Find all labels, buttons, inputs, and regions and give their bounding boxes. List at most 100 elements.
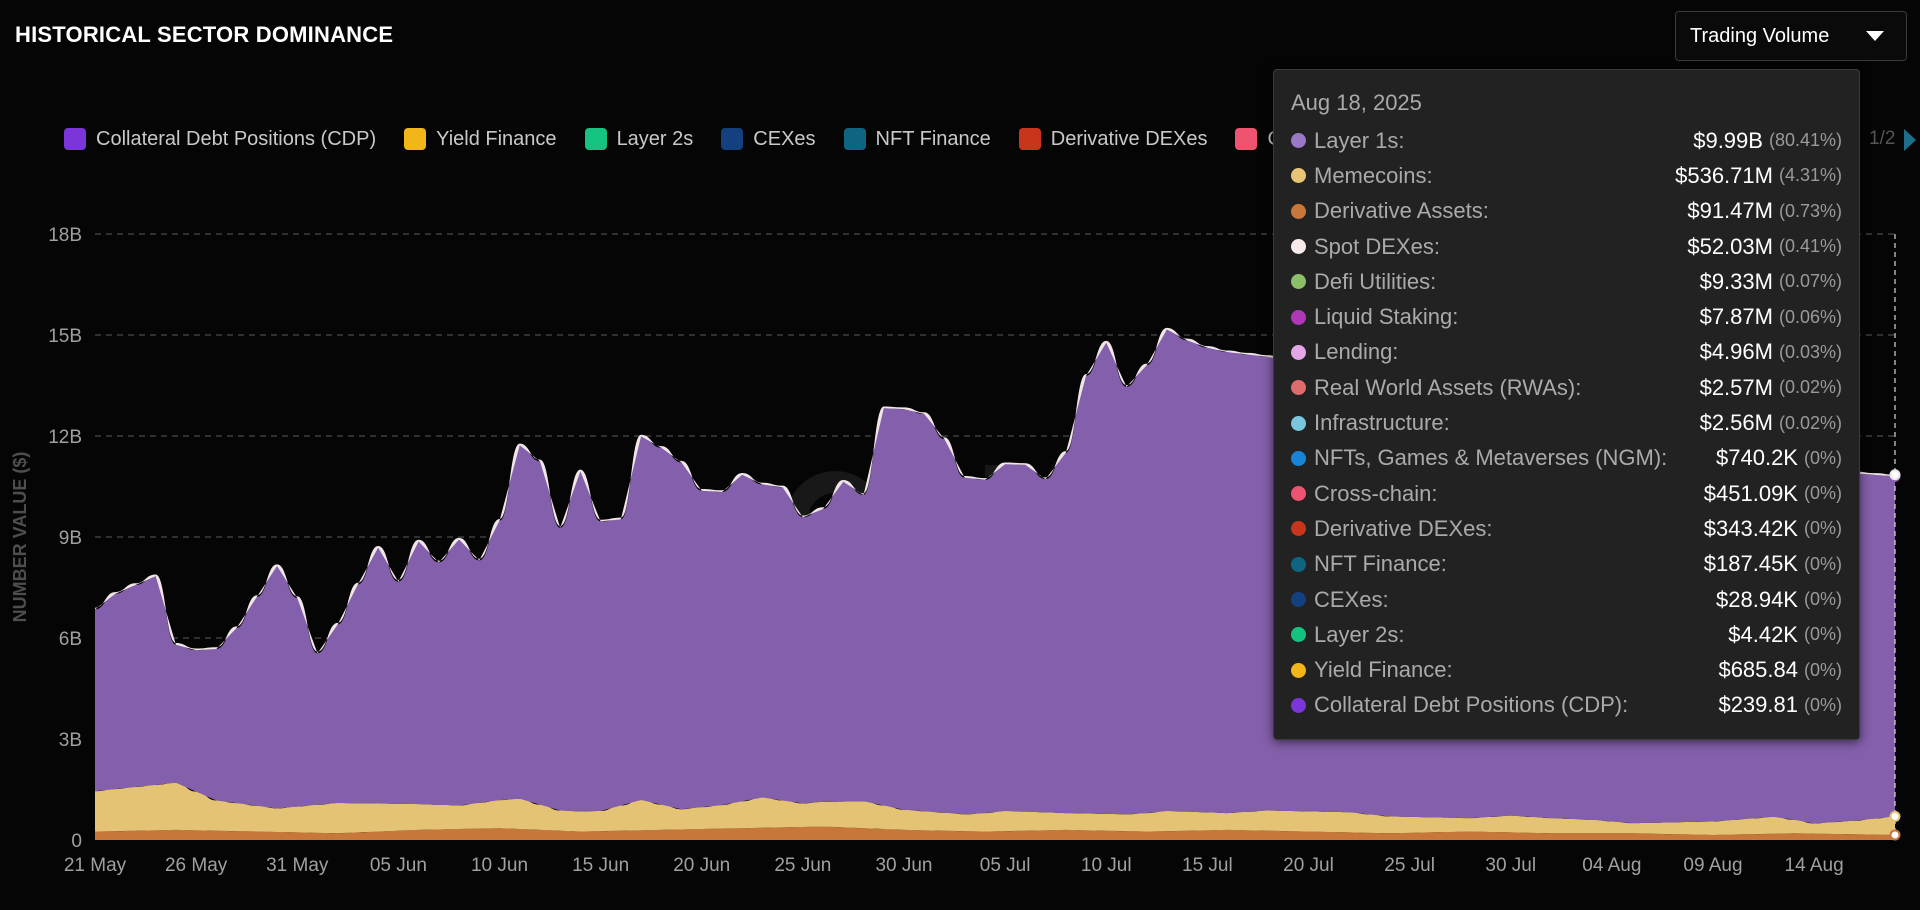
legend-swatch [64,128,86,150]
tooltip-series-value: $239.81 [1718,692,1798,718]
legend-label: Collateral Debt Positions (CDP) [96,127,377,150]
tooltip-row: Layer 2s: $4.42K (0%) [1291,617,1842,652]
tooltip-series-name: Layer 1s: [1314,127,1405,153]
tooltip-series-percent: (0.02%) [1778,412,1842,433]
area-memecoins [95,782,1895,835]
x-tick-label: 30 Jun [875,855,932,876]
tooltip-row: Defi Utilities: $9.33M (0.07%) [1291,264,1842,299]
tooltip-series-value: $740.2K [1716,445,1798,471]
y-tick-label: 0 [71,831,82,852]
tooltip-series-name: Liquid Staking: [1314,304,1459,330]
tooltip-row: Infrastructure: $2.56M (0.02%) [1291,405,1842,440]
tooltip-series-name: Yield Finance: [1314,657,1453,683]
tooltip-series-percent: (0.41%) [1778,236,1842,257]
legend-item-nft-finance[interactable]: NFT Finance [843,128,991,151]
series-dot-icon [1291,203,1306,219]
tooltip-series-name: Real World Assets (RWAs): [1314,374,1582,400]
tooltip-row: Derivative Assets: $91.47M (0.73%) [1291,194,1842,229]
x-tick-label: 20 Jul [1283,855,1334,876]
tooltip-series-percent: (0%) [1803,553,1842,574]
legend-page-indicator: 1/2 [1869,128,1896,149]
series-dot-icon [1291,450,1306,466]
x-tick-label: 31 May [266,855,329,876]
y-tick-label: 6B [59,629,82,650]
legend-label: Layer 2s [616,127,694,150]
tooltip-row: Real World Assets (RWAs): $2.57M (0.02%) [1291,370,1842,405]
tooltip-series-percent: (0.06%) [1778,306,1842,327]
legend-swatch [1018,128,1041,150]
y-tick-label: 3B [59,730,82,751]
hover-point [1889,829,1901,841]
legend-next-page-icon[interactable] [1904,129,1916,151]
x-tick-label: 26 May [165,855,228,876]
tooltip-series-value: $52.03M [1687,233,1773,259]
series-dot-icon [1291,592,1306,607]
legend-swatch [584,128,607,150]
tooltip-series-percent: (0%) [1803,624,1842,645]
series-dot-icon [1291,697,1306,713]
tooltip-rows: Layer 1s: $9.99B (80.41%) Memecoins: $536.71… [1291,123,1842,723]
tooltip-series-percent: (4.31%) [1778,165,1842,186]
tooltip-row: CEXes: $28.94K (0%) [1291,582,1842,617]
x-tick-label: 14 Aug [1785,855,1844,876]
x-tick-label: 21 May [64,855,127,876]
series-dot-icon [1291,344,1306,360]
series-dot-icon [1291,415,1306,431]
tooltip-series-name: Infrastructure: [1314,410,1450,436]
legend-item-layer-2s[interactable]: Layer 2s [584,127,694,151]
legend-swatch [404,128,427,150]
legend-item-derivative-dexes[interactable]: Derivative DEXes [1018,128,1207,151]
metric-select-value: Trading Volume [1690,24,1830,47]
tooltip-row: Derivative DEXes: $343.42K (0%) [1291,511,1842,546]
legend-swatch [843,128,866,150]
series-dot-icon [1291,521,1306,537]
x-tick-label: 25 Jul [1384,855,1435,876]
y-tick-label: 12B [48,427,82,448]
legend-label: CEXes [753,127,816,150]
tooltip-series-percent: (0.02%) [1778,377,1842,398]
tooltip-row: Yield Finance: $685.84 (0%) [1291,652,1842,687]
tooltip-series-name: NFT Finance: [1314,551,1447,577]
tooltip-row: Layer 1s: $9.99B (80.41%) [1291,123,1842,158]
series-dot-icon [1291,486,1306,502]
chevron-down-icon [1866,31,1884,41]
y-tick-label: 15B [48,326,82,347]
tooltip-series-value: $9.33M [1699,268,1773,294]
tooltip-series-percent: (0%) [1803,518,1842,539]
tooltip-series-percent: (0%) [1803,659,1842,680]
tooltip-series-value: $343.42K [1703,515,1798,541]
metric-select[interactable]: Trading Volume [1675,11,1907,61]
x-tick-label: 04 Aug [1582,855,1641,876]
x-tick-label: 15 Jun [572,855,629,876]
page-title: HISTORICAL SECTOR DOMINANCE [15,22,394,47]
series-dot-icon [1291,274,1306,290]
x-tick-label: 05 Jul [980,855,1031,876]
tooltip-series-percent: (0.03%) [1778,341,1842,362]
tooltip-series-value: $187.45K [1703,551,1798,577]
tooltip-row: Memecoins: $536.71M (4.31%) [1291,158,1842,193]
x-tick-label: 10 Jun [471,855,528,876]
tooltip-series-percent: (0%) [1803,447,1842,468]
tooltip-series-name: Collateral Debt Positions (CDP): [1314,692,1629,718]
legend-item-cdp[interactable]: Collateral Debt Positions (CDP) [64,128,376,151]
x-tick-label: 30 Jul [1485,855,1536,876]
tooltip-series-value: $28.94K [1716,586,1798,612]
tooltip-series-value: $536.71M [1675,162,1773,188]
tooltip-series-value: $2.57M [1699,374,1773,400]
tooltip-series-percent: (0%) [1803,483,1842,504]
legend-item-yield-finance[interactable]: Yield Finance [404,128,557,151]
tooltip-series-percent: (0.07%) [1778,271,1842,292]
tooltip-series-name: CEXes: [1314,586,1389,612]
series-dot-icon [1291,309,1306,325]
x-tick-label: 25 Jun [774,855,831,876]
tooltip-series-name: Spot DEXes: [1314,233,1440,259]
tooltip-series-percent: (0%) [1803,694,1842,715]
x-tick-label: 10 Jul [1081,855,1132,876]
tooltip-row: Spot DEXes: $52.03M (0.41%) [1291,229,1842,264]
tooltip-series-name: Memecoins: [1314,162,1433,188]
legend-item-cexes[interactable]: CEXes [721,127,816,151]
tooltip-series-percent: (80.41%) [1768,130,1842,151]
tooltip-series-value: $9.99B [1693,127,1763,153]
tooltip-series-value: $91.47M [1687,198,1773,224]
tooltip-series-value: $7.87M [1699,304,1773,330]
